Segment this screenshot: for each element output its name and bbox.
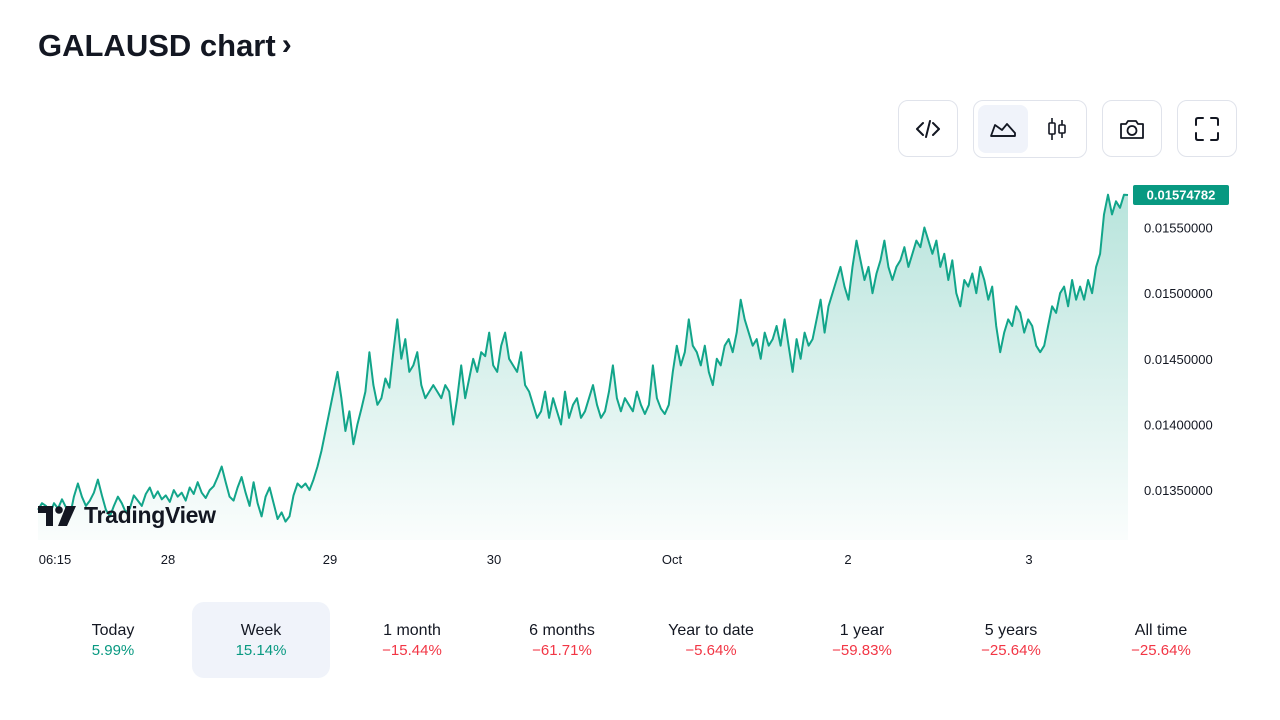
y-tick-label: 0.01550000: [1144, 221, 1213, 236]
period-label: Week: [240, 621, 282, 639]
camera-icon: [1120, 119, 1144, 139]
period-label: Today: [91, 621, 135, 639]
x-tick-label: Oct: [662, 552, 683, 567]
period-label: 5 years: [984, 621, 1038, 639]
period-label: 1 year: [839, 621, 885, 639]
candlestick-icon: [1048, 118, 1066, 140]
period-label: All time: [1134, 621, 1188, 639]
y-tick-label: 0.01350000: [1144, 483, 1213, 498]
period-label: 6 months: [529, 621, 595, 639]
chevron-right-icon: ›: [281, 28, 292, 61]
x-tick-label: 30: [487, 552, 501, 567]
period-label: Year to date: [668, 621, 754, 639]
period-5-years[interactable]: 5 years −25.64%: [942, 602, 1080, 678]
period-change: −25.64%: [981, 641, 1041, 659]
period-change: −61.71%: [532, 641, 592, 659]
period-change: 5.99%: [91, 641, 135, 659]
x-tick-label: 2: [844, 552, 851, 567]
embed-button[interactable]: [898, 100, 958, 157]
period-all-time[interactable]: All time −25.64%: [1092, 602, 1230, 678]
period-change: −59.83%: [832, 641, 892, 659]
tradingview-logo[interactable]: TradingView: [38, 502, 216, 529]
tradingview-logo-icon: [38, 505, 76, 526]
price-badge-label: 0.01574782: [1147, 188, 1216, 203]
line-chart-button[interactable]: [978, 105, 1028, 153]
x-tick-label: 3: [1025, 552, 1032, 567]
y-tick-label: 0.01450000: [1144, 352, 1213, 367]
period-change: −15.44%: [382, 641, 442, 659]
fullscreen-icon: [1195, 116, 1219, 141]
chart-title: GALAUSD chart: [38, 28, 276, 63]
period-label: 1 month: [383, 621, 441, 639]
y-tick-label: 0.01500000: [1144, 286, 1213, 301]
price-badge: 0.01574782: [1133, 185, 1229, 205]
line-chart-icon: [990, 123, 1016, 137]
period-change: 15.14%: [235, 641, 287, 659]
price-line: [37, 193, 1129, 523]
y-tick-label: 0.01400000: [1144, 418, 1213, 433]
period-1-month[interactable]: 1 month −15.44%: [343, 602, 481, 678]
candlestick-button[interactable]: [1032, 105, 1082, 153]
snapshot-button[interactable]: [1102, 100, 1162, 157]
period-selector: Today 5.99% Week 15.14% 1 month −15.44% …: [42, 602, 1232, 678]
x-tick-label: 29: [323, 552, 337, 567]
price-area: [38, 194, 1128, 540]
period-today[interactable]: Today 5.99%: [44, 602, 182, 678]
page-title[interactable]: GALAUSD chart ›: [38, 28, 292, 64]
code-icon: [916, 119, 940, 138]
period-year-to-date[interactable]: Year to date −5.64%: [642, 602, 780, 678]
period-change: −5.64%: [685, 641, 737, 659]
x-tick-label: 06:15: [39, 552, 72, 567]
period-week[interactable]: Week 15.14%: [192, 602, 330, 678]
tradingview-logo-text: TradingView: [84, 502, 216, 528]
x-axis: 06:15 28 29 30 Oct 2 3: [39, 552, 1033, 567]
period-1-year[interactable]: 1 year −59.83%: [793, 602, 931, 678]
period-6-months[interactable]: 6 months −61.71%: [493, 602, 631, 678]
price-chart[interactable]: 0.01550000 0.01500000 0.01450000 0.01400000…: [0, 0, 1280, 600]
x-tick-label: 28: [161, 552, 175, 567]
period-change: −25.64%: [1131, 641, 1191, 659]
chart-type-switcher: [973, 100, 1087, 158]
fullscreen-button[interactable]: [1177, 100, 1237, 157]
y-axis: 0.01550000 0.01500000 0.01450000 0.01400000…: [1144, 221, 1213, 499]
